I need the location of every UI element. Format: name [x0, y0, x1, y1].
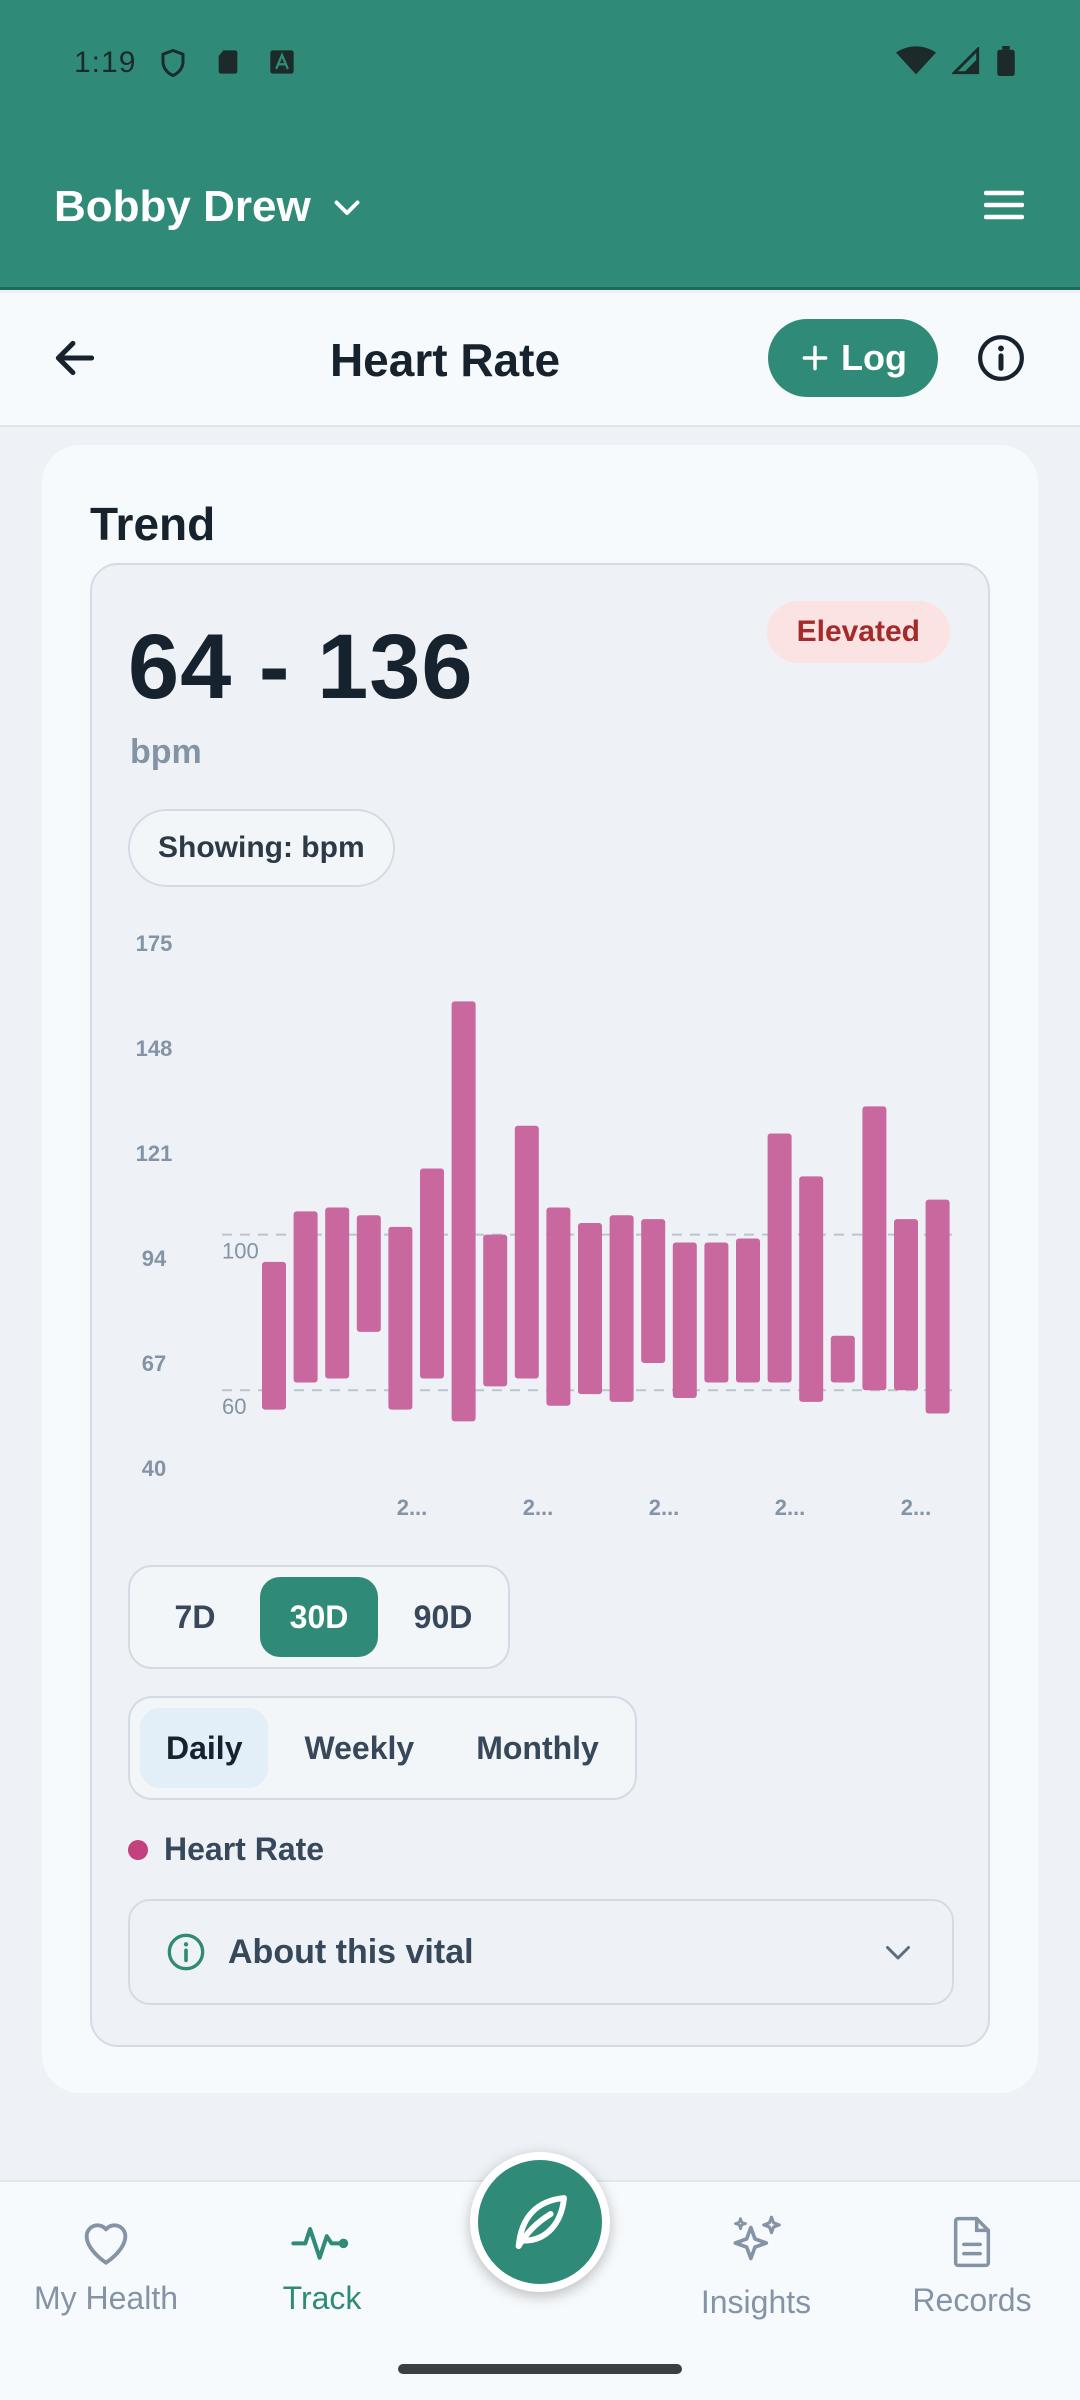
showing-chip[interactable]: Showing: bpm — [128, 809, 395, 887]
sd-card-icon — [218, 50, 238, 74]
chart-bar — [862, 1106, 887, 1391]
chart-bar — [420, 1168, 444, 1379]
nav-label: My Health — [33, 2280, 179, 2316]
x-tick-label: 2... — [523, 1495, 554, 1520]
nav-track[interactable]: Track — [222, 2212, 422, 2317]
page-title: Heart Rate — [329, 334, 561, 386]
status-badge: Elevated — [766, 601, 950, 663]
range-unit: bpm — [130, 733, 202, 771]
status-bar: 1:19 — [0, 0, 1080, 130]
profile-switcher[interactable]: Bobby Drew — [54, 182, 365, 232]
chart-bar — [514, 1125, 539, 1379]
wifi-icon — [896, 46, 936, 75]
shield-icon — [161, 48, 185, 78]
plus-icon — [802, 345, 828, 371]
y-tick-label: 94 — [142, 1246, 167, 1271]
back-arrow-icon[interactable] — [50, 333, 100, 383]
chart-bar — [672, 1242, 697, 1398]
profile-name: Bobby Drew — [54, 182, 311, 231]
chart-bar — [546, 1207, 571, 1406]
nav-records[interactable]: Records — [872, 2212, 1072, 2319]
range-7d-button[interactable]: 7D — [174, 1598, 216, 1635]
title-bar: Heart Rate Log — [0, 293, 1080, 427]
heartbeat-icon — [291, 2227, 349, 2260]
info-icon[interactable] — [976, 333, 1026, 383]
leaf-fab-button[interactable] — [470, 2152, 610, 2292]
nav-label: Records — [912, 2282, 1032, 2318]
x-tick-label: 2... — [901, 1495, 932, 1520]
chart-bar — [325, 1207, 350, 1379]
log-button-label: Log — [841, 337, 907, 378]
nav-my-health[interactable]: My Health — [6, 2212, 206, 2317]
nav-label: Track — [282, 2280, 362, 2316]
period-weekly-button[interactable]: Weekly — [304, 1729, 415, 1766]
reference-line-label: 100 — [222, 1239, 259, 1264]
x-tick-label: 2... — [775, 1495, 806, 1520]
y-tick-label: 40 — [142, 1456, 166, 1481]
font-a-icon — [270, 50, 294, 74]
period-daily-button[interactable]: Daily — [140, 1708, 269, 1788]
sparkles-icon — [733, 2215, 781, 2261]
chart-legend: Heart Rate — [128, 1831, 324, 1868]
period-monthly-button[interactable]: Monthly — [476, 1729, 599, 1766]
reference-line-label: 60 — [222, 1394, 246, 1419]
range-90d-button[interactable]: 90D — [413, 1598, 473, 1635]
status-time: 1:19 — [74, 46, 137, 79]
heart-rate-chart: 175 148 121 94 67 40 100 60 2... 2... 2... 2... 2... — [136, 931, 954, 1520]
period-selector: Daily Weekly Monthly — [128, 1696, 637, 1800]
card-title: Trend — [90, 498, 216, 550]
about-vital-label: About this vital — [228, 1932, 474, 1971]
range-value: 64 - 136 — [128, 616, 474, 718]
chevron-down-icon — [886, 1946, 910, 1960]
trend-card: Trend 64 - 136 bpm Elevated Showing: bpm… — [42, 445, 1038, 2093]
chevron-down-icon — [334, 200, 360, 215]
home-indicator — [398, 2364, 682, 2374]
info-circle-icon — [167, 1933, 205, 1971]
chart-bar — [483, 1234, 508, 1387]
chart-bar — [356, 1215, 381, 1332]
document-icon — [953, 2216, 991, 2268]
chart-bar — [736, 1238, 760, 1383]
chart-bar — [925, 1199, 950, 1414]
about-vital-accordion[interactable]: About this vital — [128, 1899, 954, 2005]
nav-insights[interactable]: Insights — [656, 2212, 856, 2321]
trend-panel: 64 - 136 bpm Elevated Showing: bpm 175 14… — [90, 563, 990, 2047]
chart-bar — [894, 1219, 918, 1391]
app-bar: Bobby Drew — [0, 130, 1080, 290]
range-30d-button[interactable]: 30D — [260, 1577, 378, 1657]
chart-bar — [799, 1176, 824, 1402]
y-tick-label: 67 — [142, 1351, 166, 1376]
chart-bar — [830, 1335, 855, 1383]
legend-dot — [128, 1839, 148, 1860]
y-tick-label: 175 — [136, 931, 173, 956]
log-button[interactable]: Log — [768, 319, 938, 397]
chart-bar — [704, 1242, 729, 1383]
heart-icon — [84, 2223, 128, 2265]
chart-bar — [609, 1215, 634, 1402]
chart-bar — [641, 1219, 666, 1363]
nav-label: Insights — [700, 2284, 812, 2320]
y-tick-label: 121 — [136, 1141, 173, 1166]
chart-bar — [262, 1261, 286, 1410]
chart-bar — [293, 1211, 318, 1383]
y-tick-label: 148 — [136, 1036, 173, 1061]
x-tick-label: 2... — [649, 1495, 680, 1520]
leaf-icon — [515, 2195, 567, 2249]
legend-label: Heart Rate — [164, 1831, 325, 1867]
chart-bar — [578, 1223, 602, 1395]
chart-bar — [451, 1001, 476, 1422]
chart-bar — [388, 1226, 413, 1410]
range-selector: 7D 30D 90D — [128, 1565, 510, 1669]
x-tick-label: 2... — [397, 1495, 428, 1520]
menu-icon[interactable] — [984, 190, 1024, 220]
cell-signal-icon — [952, 47, 980, 75]
battery-icon — [997, 46, 1015, 76]
chart-bar — [767, 1133, 792, 1383]
